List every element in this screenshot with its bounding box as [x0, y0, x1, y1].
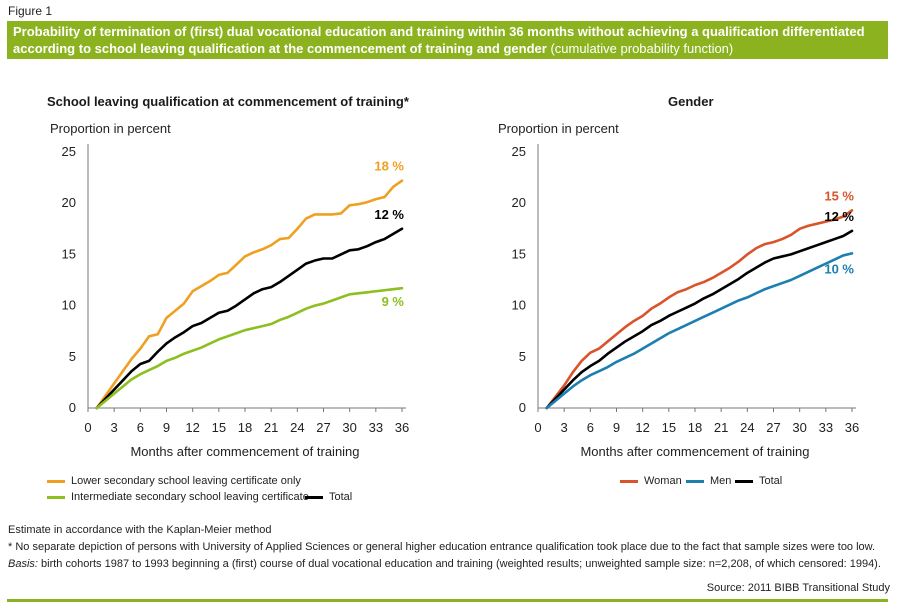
legend-swatch-black	[305, 495, 323, 499]
series-end-label: 12 %	[374, 207, 404, 222]
x-tick-label: 33	[819, 420, 833, 435]
bottom-rule	[7, 599, 888, 602]
x-tick-label: 15	[212, 420, 226, 435]
legend-label: Total	[759, 475, 783, 487]
x-tick-label: 30	[792, 420, 806, 435]
asterisk-note: * No separate depiction of persons with …	[8, 541, 876, 553]
series-end-label: 10 %	[824, 261, 854, 276]
y-tick-label: 25	[512, 144, 526, 159]
x-tick-label: 6	[587, 420, 594, 435]
basis-label: Basis:	[8, 558, 38, 570]
series-line-total	[545, 229, 854, 410]
x-tick-label: 36	[845, 420, 859, 435]
legend-label: Lower secondary school leaving certifica…	[71, 475, 301, 487]
x-tick-label: 18	[238, 420, 252, 435]
y-tick-label: 20	[512, 195, 526, 210]
y-axis-label: Proportion in percent	[498, 121, 619, 136]
y-tick-label: 15	[512, 246, 526, 261]
y-tick-label: 0	[69, 400, 76, 415]
x-tick-label: 24	[740, 420, 754, 435]
basis-note: Basis: birth cohorts 1987 to 1993 beginn…	[8, 556, 881, 573]
x-tick-label: 3	[111, 420, 118, 435]
x-axis-label: Months after commencement of training	[130, 444, 359, 459]
y-tick-label: 25	[62, 144, 76, 159]
y-tick-label: 20	[62, 195, 76, 210]
y-axis-label: Proportion in percent	[50, 121, 171, 136]
legend-item-total-right: Total	[735, 475, 782, 487]
x-tick-label: 0	[84, 420, 91, 435]
legend-label: Men	[710, 475, 732, 487]
x-tick-label: 36	[395, 420, 409, 435]
series-end-label: 12 %	[824, 209, 854, 224]
figure-title: Probability of termination of (first) du…	[13, 24, 865, 56]
series-line-men	[545, 252, 854, 410]
source-note: Source: 2011 BIBB Transitional Study	[706, 582, 890, 594]
x-tick-label: 12	[185, 420, 199, 435]
x-tick-label: 3	[561, 420, 568, 435]
x-tick-label: 33	[369, 420, 383, 435]
x-tick-label: 0	[534, 420, 541, 435]
figure-subtitle: (cumulative probability function)	[550, 41, 734, 56]
legend-item-total-left: Total	[305, 491, 352, 503]
figure-title-box: Probability of termination of (first) du…	[7, 21, 888, 59]
legend-swatch-green	[47, 495, 65, 499]
legend-item-lower-secondary: Lower secondary school leaving certifica…	[47, 475, 301, 487]
method-note: Estimate in accordance with the Kaplan-M…	[8, 524, 272, 536]
basis-text: birth cohorts 1987 to 1993 beginning a (…	[37, 558, 881, 570]
legend-label: Total	[329, 491, 353, 503]
y-tick-label: 10	[62, 298, 76, 313]
x-tick-label: 27	[316, 420, 330, 435]
legend-label: Woman	[644, 475, 682, 487]
legend-item-intermediate-secondary: Intermediate secondary school leaving ce…	[47, 491, 309, 503]
x-tick-label: 9	[613, 420, 620, 435]
y-tick-label: 5	[519, 349, 526, 364]
legend-item-woman: Woman	[620, 475, 682, 487]
x-tick-label: 18	[688, 420, 702, 435]
series-line-lower-secondary-school-leaving-certificate-only	[95, 179, 404, 410]
x-tick-label: 30	[342, 420, 356, 435]
series-end-label: 18 %	[374, 159, 404, 174]
legend-swatch-black	[735, 479, 753, 483]
x-tick-label: 6	[137, 420, 144, 435]
legend-label: Intermediate secondary school leaving ce…	[71, 491, 309, 503]
left-chart-title: School leaving qualification at commence…	[47, 94, 409, 109]
x-tick-label: 24	[290, 420, 304, 435]
series-line-woman	[545, 209, 854, 410]
x-axis-label: Months after commencement of training	[580, 444, 809, 459]
x-tick-label: 21	[714, 420, 728, 435]
x-tick-label: 21	[264, 420, 278, 435]
x-tick-label: 15	[662, 420, 676, 435]
right-chart-title: Gender	[668, 94, 714, 109]
legend-swatch-red	[620, 479, 638, 483]
x-tick-label: 9	[163, 420, 170, 435]
series-line-total	[95, 227, 404, 410]
legend-swatch-orange	[47, 479, 65, 483]
series-end-label: 15 %	[824, 188, 854, 203]
x-tick-label: 27	[766, 420, 780, 435]
figure-label: Figure 1	[8, 4, 53, 18]
series-line-intermediate-secondary-school-leaving-certificate	[95, 286, 404, 410]
x-tick-label: 12	[635, 420, 649, 435]
legend-item-men: Men	[686, 475, 731, 487]
y-tick-label: 10	[512, 298, 526, 313]
y-tick-label: 0	[519, 400, 526, 415]
y-tick-label: 5	[69, 349, 76, 364]
y-tick-label: 15	[62, 246, 76, 261]
footnotes: Estimate in accordance with the Kaplan-M…	[8, 522, 881, 573]
legend-swatch-blue	[686, 479, 704, 483]
series-end-label: 9 %	[382, 294, 405, 309]
